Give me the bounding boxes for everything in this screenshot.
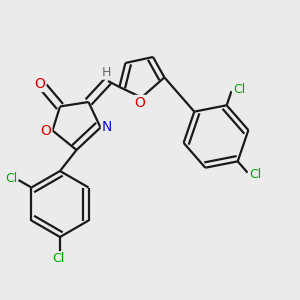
Text: N: N bbox=[102, 120, 112, 134]
Text: H: H bbox=[102, 66, 111, 79]
Text: Cl: Cl bbox=[52, 252, 64, 265]
Text: O: O bbox=[34, 77, 45, 91]
Text: O: O bbox=[135, 96, 146, 110]
Text: O: O bbox=[40, 124, 51, 137]
Text: Cl: Cl bbox=[233, 83, 245, 96]
Text: Cl: Cl bbox=[249, 168, 261, 181]
Text: Cl: Cl bbox=[5, 172, 17, 185]
